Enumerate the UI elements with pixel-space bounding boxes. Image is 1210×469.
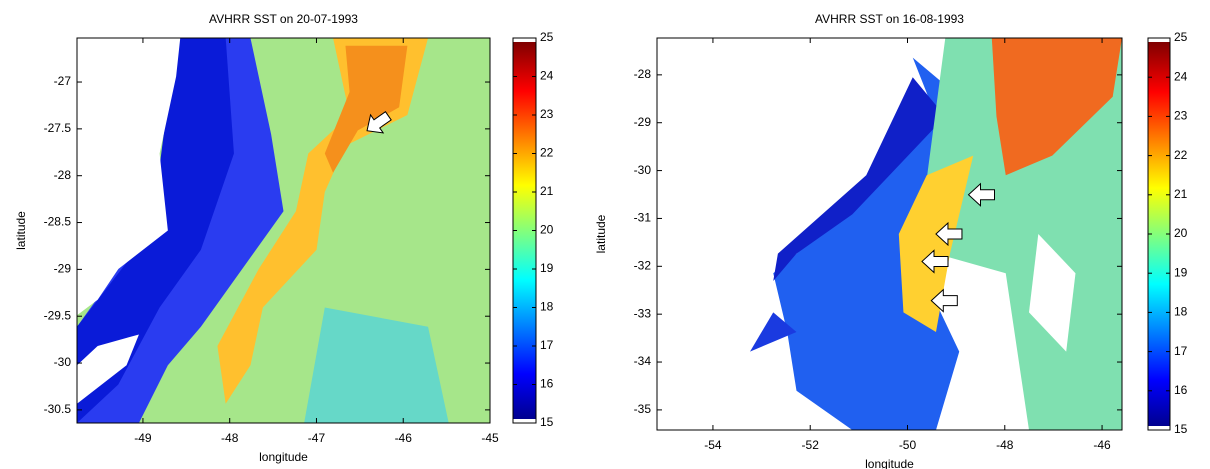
colorbar [513, 42, 536, 419]
colorbar-tick-label: 15 [1174, 422, 1188, 436]
colorbar-tick-label: 17 [1174, 344, 1188, 358]
x-tick-label: -48 [996, 438, 1014, 452]
x-tick-label: -54 [704, 438, 722, 452]
y-tick-label: -29 [54, 262, 72, 276]
chart-title: AVHRR SST on 20-07-1993 [209, 12, 358, 26]
x-tick-label: -45 [481, 431, 499, 445]
colorbar [1148, 42, 1170, 426]
colorbar-tick-label: 20 [1174, 226, 1188, 240]
y-axis-label: latitude [594, 214, 608, 253]
y-axis-label: latitude [14, 211, 28, 250]
field-region [773, 77, 946, 282]
y-tick-label: -29 [634, 115, 652, 129]
y-tick-label: -32 [634, 258, 652, 272]
arrow-marker [930, 288, 958, 313]
plot-frame [656, 37, 1123, 431]
y-tick-label: -30 [634, 163, 652, 177]
y-tick-label: -33 [634, 306, 652, 320]
x-axis-label: longitude [259, 450, 308, 464]
field-region [1029, 234, 1076, 352]
colorbar-tick-label: 20 [540, 223, 554, 237]
map-field [657, 38, 1122, 430]
x-tick-label: -52 [802, 438, 820, 452]
colorbar-tick-label: 24 [1174, 69, 1188, 83]
map-field [77, 38, 490, 423]
y-tick-label: -27.5 [44, 121, 72, 135]
y-tick-label: -30 [54, 355, 72, 369]
field-region [77, 38, 181, 316]
y-tick-label: -29.5 [44, 308, 72, 322]
x-tick-label: -47 [308, 431, 326, 445]
arrow-marker [921, 249, 949, 274]
y-tick-label: -34 [634, 354, 652, 368]
colorbar-tick-label: 18 [540, 300, 554, 314]
colorbar-tick-label: 16 [1174, 383, 1188, 397]
colorbar-tick-label: 23 [540, 107, 554, 121]
colorbar-tick-label: 19 [1174, 265, 1188, 279]
colorbar-tick-label: 21 [540, 184, 554, 198]
colorbar-tick-label: 18 [1174, 305, 1188, 319]
x-tick-label: -50 [899, 438, 917, 452]
colorbar-tick-label: 22 [1174, 148, 1188, 162]
y-tick-label: -35 [634, 402, 652, 416]
colorbar-tick-label: 19 [540, 261, 554, 275]
field-region [773, 57, 983, 430]
colorbar-tick-label: 16 [540, 377, 554, 391]
x-tick-label: -46 [1093, 438, 1111, 452]
field-region [991, 38, 1122, 176]
arrow-marker [935, 221, 963, 247]
colorbar-tick-label: 22 [540, 146, 554, 160]
y-tick-label: -28.5 [44, 215, 72, 229]
y-tick-label: -31 [634, 211, 652, 225]
plot-frame [76, 37, 491, 424]
x-axis-label: longitude [865, 457, 914, 469]
x-tick-label: -46 [395, 431, 413, 445]
arrow-marker [967, 182, 995, 207]
colorbar-tick-label: 25 [540, 30, 554, 44]
colorbar-tick-label: 23 [1174, 109, 1188, 123]
y-tick-label: -30.5 [44, 402, 72, 416]
colorbar-tick-label: 21 [1174, 187, 1188, 201]
y-tick-label: -28 [634, 67, 652, 81]
field-region [750, 312, 797, 352]
chart-title: AVHRR SST on 16-08-1993 [815, 12, 964, 26]
field-region [77, 334, 139, 404]
field-region [304, 307, 449, 423]
x-tick-label: -48 [221, 431, 239, 445]
arrow-marker [366, 111, 392, 134]
x-tick-label: -49 [134, 431, 152, 445]
colorbar-tick-label: 24 [540, 69, 554, 83]
colorbar-tick-label: 17 [540, 338, 554, 352]
colorbar-tick-label: 25 [1174, 30, 1188, 44]
y-tick-label: -27 [54, 74, 72, 88]
y-tick-label: -28 [54, 168, 72, 182]
colorbar-tick-label: 15 [540, 415, 554, 429]
field-region [898, 155, 974, 332]
field-region [324, 45, 408, 173]
